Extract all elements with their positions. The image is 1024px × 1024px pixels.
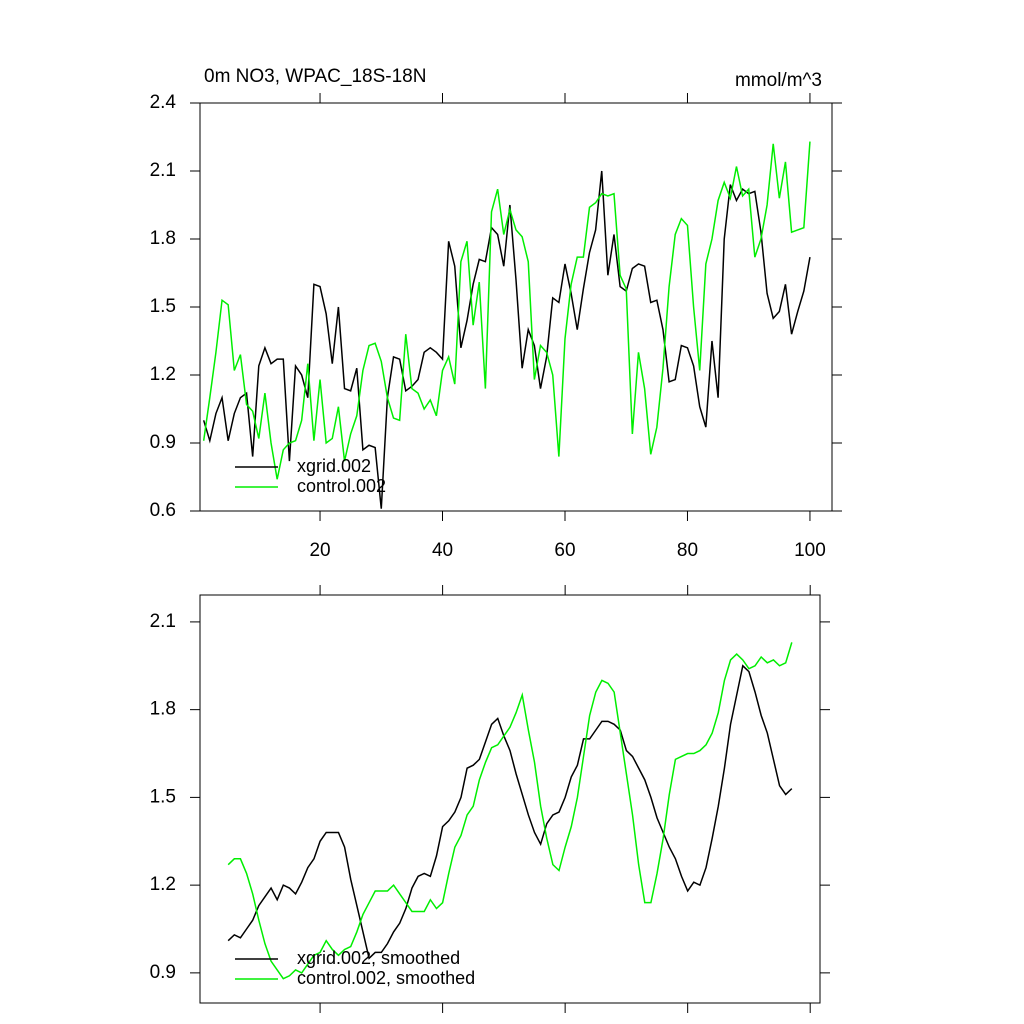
legend-label: xgrid.002, smoothed — [297, 948, 460, 968]
x-tick-label: 60 — [554, 540, 575, 561]
y-tick-label: 0.6 — [150, 500, 176, 521]
x-tick-label: 80 — [677, 540, 698, 561]
series-line — [227, 664, 793, 960]
legend-label: control.002 — [297, 476, 386, 496]
y-tick-label: 1.5 — [150, 296, 176, 317]
plot-frame — [199, 594, 821, 1004]
y-tick-label: 1.2 — [150, 364, 176, 385]
y-tick-label: 1.5 — [150, 786, 176, 807]
y-tick-label: 1.8 — [150, 228, 176, 249]
series-line — [227, 642, 793, 980]
y-tick-label: 0.9 — [150, 962, 176, 983]
legend-label: xgrid.002 — [297, 456, 371, 476]
y-tick-label: 2.4 — [150, 92, 177, 113]
x-tick-label: 100 — [794, 540, 826, 561]
y-tick-label: 2.1 — [150, 611, 176, 632]
y-tick-label: 2.1 — [150, 160, 176, 181]
plot-frame — [199, 102, 833, 512]
y-tick-label: 0.9 — [150, 432, 176, 453]
y-tick-label: 1.2 — [150, 874, 176, 895]
series-line — [202, 141, 811, 480]
chart-title: 0m NO3, WPAC_18S-18N — [204, 66, 426, 87]
x-tick-label: 20 — [309, 540, 330, 561]
units-label: mmol/m^3 — [735, 70, 822, 91]
y-tick-label: 1.8 — [150, 699, 176, 720]
legend-label: control.002, smoothed — [297, 968, 475, 988]
x-tick-label: 40 — [432, 540, 453, 561]
